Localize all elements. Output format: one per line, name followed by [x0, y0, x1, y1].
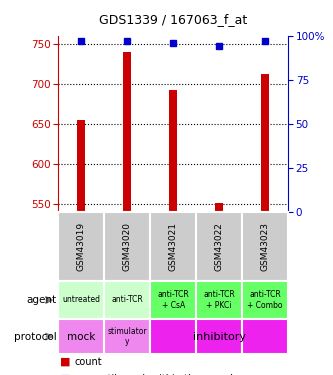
Text: untreated: untreated: [62, 296, 100, 304]
Bar: [150, 281, 196, 319]
Text: inhibitory: inhibitory: [192, 332, 246, 342]
Bar: [242, 319, 288, 354]
Bar: [104, 319, 150, 354]
Bar: [150, 319, 196, 354]
Bar: [58, 212, 104, 281]
Text: ■: ■: [60, 357, 71, 367]
Bar: [196, 281, 242, 319]
Text: protocol: protocol: [14, 332, 57, 342]
Bar: [242, 281, 288, 319]
Text: stimulator
y: stimulator y: [108, 327, 147, 346]
Bar: [58, 281, 104, 319]
Text: GSM43019: GSM43019: [77, 222, 86, 271]
Bar: [169, 90, 177, 212]
Text: anti-TCR
+ CsA: anti-TCR + CsA: [157, 290, 189, 310]
Text: anti-TCR
+ Combo: anti-TCR + Combo: [247, 290, 283, 310]
Bar: [77, 120, 85, 212]
Bar: [261, 74, 269, 212]
Bar: [215, 203, 223, 212]
Text: count: count: [74, 357, 102, 367]
Text: anti-TCR: anti-TCR: [111, 296, 143, 304]
Text: GSM43020: GSM43020: [123, 222, 132, 271]
Bar: [104, 212, 150, 281]
Text: GDS1339 / 167063_f_at: GDS1339 / 167063_f_at: [99, 13, 247, 26]
Text: GSM43022: GSM43022: [214, 222, 224, 271]
Text: GSM43023: GSM43023: [260, 222, 270, 271]
Bar: [150, 212, 196, 281]
Text: agent: agent: [27, 295, 57, 305]
Text: anti-TCR
+ PKCi: anti-TCR + PKCi: [203, 290, 235, 310]
Text: percentile rank within the sample: percentile rank within the sample: [74, 374, 239, 375]
Bar: [104, 281, 150, 319]
Bar: [196, 319, 242, 354]
Text: GSM43021: GSM43021: [168, 222, 178, 271]
Bar: [242, 212, 288, 281]
Bar: [123, 52, 131, 212]
Text: mock: mock: [67, 332, 96, 342]
Bar: [196, 212, 242, 281]
Bar: [58, 319, 104, 354]
Text: ■: ■: [60, 374, 71, 375]
